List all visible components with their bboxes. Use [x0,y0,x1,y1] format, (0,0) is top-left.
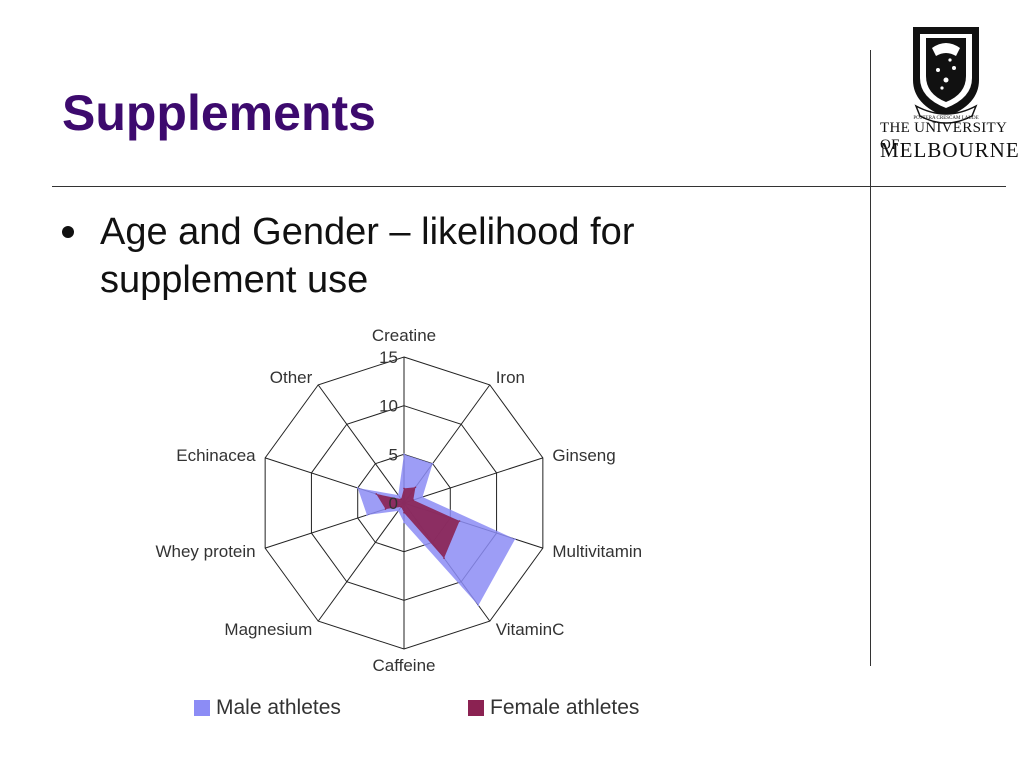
data-point-female [403,511,405,514]
radar-chart: 0 5 10 15 Creatine Iron Ginseng Multivitamin Vit… [155,326,642,675]
vertical-divider [870,50,871,666]
data-point-male [366,514,368,516]
data-point-female [400,498,402,500]
tick-label: 10 [379,397,398,416]
axis-label: Creatine [372,326,436,345]
tick-label: 5 [389,445,398,464]
data-point-male [397,510,400,512]
data-point-female [412,499,415,501]
axis-label: Whey protein [155,542,255,561]
data-point-female [414,486,417,489]
axis-spoke [317,502,405,622]
data-point-male [403,453,405,456]
data-point-male [431,462,434,465]
data-point-female [400,506,402,508]
series-area-female [376,487,460,559]
data-point-male [514,538,516,540]
logo-motto: POSTERA CRESCAM LAUDE [913,116,978,121]
data-point-male [397,494,400,496]
data-point-female [375,493,378,495]
axis-label: Magnesium [224,620,312,639]
data-point-male [403,521,405,524]
page-title: Supplements [62,85,376,141]
tick-label: 0 [389,494,398,513]
female-swatch-icon [468,700,484,716]
logo-university-of: THE UNIVERSITY OF [880,120,1007,153]
tick-label: 15 [379,348,398,367]
male-swatch-icon [194,700,210,716]
logo-melbourne: MELBOURNE [880,138,1020,162]
axis-label: Other [270,368,313,387]
axis-label: Ginseng [552,446,615,465]
axis-label: Caffeine [372,656,435,675]
axis-label: Echinacea [176,446,256,465]
axis-label: VitaminC [496,620,565,639]
data-point-female [443,557,445,559]
data-point-male [477,604,480,607]
legend-item-male: Male athletes [194,696,341,720]
university-crest-logo: POSTERA CRESCAM LAUDE [913,27,979,124]
legend-label-female: Female athletes [490,696,640,719]
bullet-text: Age and Gender – likelihood for suppleme… [100,211,635,301]
axis-label: Iron [496,368,525,387]
data-point-female [458,520,461,522]
bullet-dot-icon [62,226,74,238]
axis-label: Multivitamin [552,542,642,561]
title-divider [52,186,1006,187]
data-point-female [384,508,387,510]
axis-spoke [317,384,405,504]
legend-label-male: Male athletes [216,696,341,719]
data-point-male [421,496,424,498]
data-point-male [356,487,359,489]
data-point-female [403,487,405,490]
axis-spoke [403,457,544,504]
legend-item-female: Female athletes [468,696,639,720]
